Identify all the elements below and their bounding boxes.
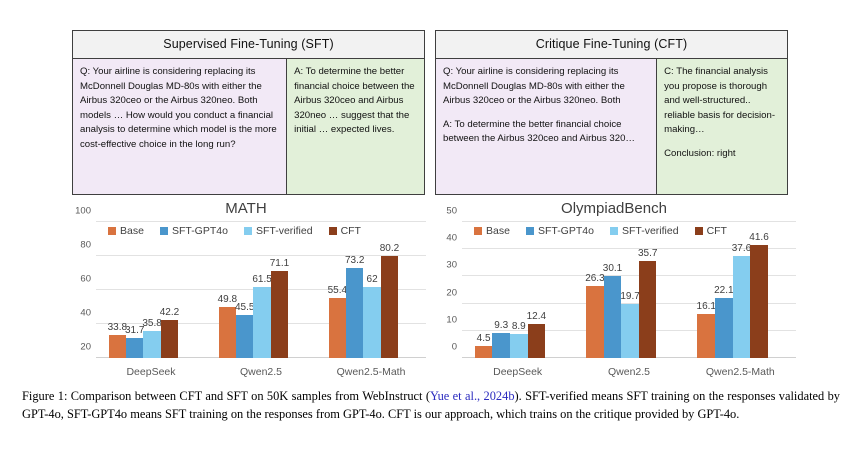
sft-box-body: Q: Your airline is considering replacing… bbox=[73, 59, 424, 194]
gridline bbox=[96, 255, 426, 256]
olympiadbench-plot-area: 0 10 20 30 40 50 4.5 9.3 8.9 12.4 DeepSeek 26.3 30.1… bbox=[446, 206, 796, 378]
gridline bbox=[462, 275, 796, 277]
cft-answer-text: A: To determine the better financial cho… bbox=[443, 118, 636, 145]
y-axis-tick-label: 30 bbox=[446, 259, 457, 271]
y-axis-tick-label: 100 bbox=[75, 205, 91, 217]
y-axis-tick-label: 20 bbox=[446, 287, 457, 299]
cft-question-text: Q: Your airline is considering replacing… bbox=[443, 66, 625, 107]
bar bbox=[270, 271, 289, 358]
bar bbox=[509, 333, 528, 358]
bar-value-label: 37.6 bbox=[731, 242, 752, 254]
bar bbox=[732, 255, 751, 358]
bar-value-label: 26.3 bbox=[585, 273, 605, 285]
x-axis-category-label: Qwen2.5 bbox=[239, 366, 283, 378]
x-axis-category-label: Qwen2.5 bbox=[607, 366, 651, 378]
y-axis-tick-label: 40 bbox=[80, 307, 91, 319]
bar-value-label: 62 bbox=[366, 273, 378, 285]
bar bbox=[108, 334, 127, 358]
olympiadbench-chart-title: OlympiadBench bbox=[561, 200, 667, 217]
bar-value-label: 42.2 bbox=[159, 307, 180, 319]
math-plot-area: 20 40 60 80 100 33.8 31.7 35.8 42.2 DeepSeek 49.8 4… bbox=[75, 206, 426, 378]
sft-box-header: Supervised Fine-Tuning (SFT) bbox=[73, 31, 424, 59]
bar-value-label: 45.5 bbox=[234, 301, 255, 313]
y-axis-tick-label: 80 bbox=[80, 239, 91, 251]
cft-critique-text: C: The financial analysis you propose is… bbox=[664, 66, 776, 136]
cft-box-header: Critique Fine-Tuning (CFT) bbox=[436, 31, 787, 59]
bar bbox=[253, 287, 271, 358]
bar-value-label: 80.2 bbox=[379, 242, 400, 254]
cft-example-box: Critique Fine-Tuning (CFT) Q: Your airli… bbox=[435, 30, 788, 195]
bar bbox=[143, 331, 161, 358]
bar bbox=[380, 255, 399, 358]
bar-value-label: 41.6 bbox=[749, 231, 769, 243]
cft-question-column: Q: Your airline is considering replacing… bbox=[436, 59, 658, 194]
bar bbox=[160, 320, 179, 358]
bar-value-label: 61.5 bbox=[252, 274, 272, 286]
examples-row: Supervised Fine-Tuning (SFT) Q: Your air… bbox=[72, 30, 788, 195]
x-axis-category-label: Qwen2.5-Math bbox=[336, 366, 406, 378]
bar bbox=[218, 307, 237, 358]
bar-value-label: 71.1 bbox=[269, 258, 290, 270]
bar-value-label: 49.8 bbox=[217, 294, 238, 306]
gridline bbox=[462, 248, 796, 250]
bar bbox=[236, 314, 254, 358]
bar bbox=[492, 332, 510, 358]
bar-value-label: 19.7 bbox=[620, 291, 640, 303]
y-axis-tick-label: 20 bbox=[80, 341, 91, 353]
gridline bbox=[462, 221, 796, 222]
cft-critique-column: C: The financial analysis you propose is… bbox=[657, 59, 787, 194]
x-axis-category-label: Qwen2.5-Math bbox=[705, 366, 775, 378]
bar bbox=[697, 314, 716, 358]
caption-text-after-citation: ). SFT-verified means SFT training on th… bbox=[22, 389, 840, 421]
bar-value-label: 9.3 bbox=[494, 319, 509, 331]
y-axis-tick-label: 0 bbox=[451, 341, 457, 353]
math-chart: MATH 20 40 60 80 100 33.8 31.7 35.8 42.2 DeepSeek… bbox=[62, 200, 430, 382]
olympiadbench-chart: OlympiadBench 0 10 20 30 40 50 4.5 9.3 8.9 12.4 De… bbox=[428, 200, 800, 382]
bar-value-label: 12.4 bbox=[526, 311, 547, 323]
bar bbox=[638, 260, 657, 358]
cft-box-body: Q: Your airline is considering replacing… bbox=[436, 59, 787, 194]
gridline bbox=[462, 302, 796, 304]
sft-question-text: Q: Your airline is considering replacing… bbox=[73, 59, 288, 194]
x-axis-category-label: DeepSeek bbox=[126, 366, 176, 378]
bar bbox=[328, 297, 347, 358]
y-axis-tick-label: 50 bbox=[446, 205, 457, 217]
bar bbox=[527, 324, 546, 358]
bar bbox=[621, 304, 639, 358]
sft-example-box: Supervised Fine-Tuning (SFT) Q: Your air… bbox=[72, 30, 425, 195]
x-axis-category-label: DeepSeek bbox=[493, 366, 543, 378]
bar-value-label: 73.2 bbox=[344, 254, 365, 266]
bar-value-label: 4.5 bbox=[476, 332, 491, 344]
cft-conclusion-text: Conclusion: right bbox=[664, 147, 736, 159]
bar-value-label: 55.4 bbox=[327, 284, 348, 296]
bar-value-label: 33.8 bbox=[107, 321, 128, 333]
bar-value-label: 31.7 bbox=[124, 325, 145, 337]
bar bbox=[363, 286, 381, 358]
bar bbox=[126, 338, 144, 358]
gridline bbox=[96, 221, 426, 222]
charts-row: MATH 20 40 60 80 100 33.8 31.7 35.8 42.2 DeepSeek… bbox=[0, 200, 860, 382]
bar bbox=[715, 297, 733, 358]
y-axis-tick-label: 10 bbox=[446, 314, 457, 326]
math-chart-title: MATH bbox=[225, 200, 267, 217]
bar bbox=[750, 244, 768, 358]
bar-value-label: 22.1 bbox=[714, 284, 734, 296]
bar bbox=[586, 286, 604, 358]
caption-text-before-citation: Figure 1: Comparison between CFT and SFT… bbox=[22, 389, 430, 403]
bar bbox=[346, 267, 364, 358]
bar-value-label: 8.9 bbox=[511, 320, 526, 332]
bar bbox=[603, 276, 622, 358]
caption-citation-link[interactable]: Yue et al., 2024b bbox=[430, 389, 515, 403]
bar-value-label: 35.7 bbox=[637, 247, 658, 259]
cft-critique-spacer bbox=[664, 138, 780, 147]
bar bbox=[474, 345, 493, 358]
y-axis-tick-label: 40 bbox=[446, 232, 457, 244]
cft-question-spacer bbox=[443, 109, 649, 118]
y-axis-tick-label: 60 bbox=[80, 273, 91, 285]
bar-value-label: 35.8 bbox=[142, 318, 162, 330]
bar-value-label: 30.1 bbox=[602, 263, 623, 275]
bar-value-label: 16.1 bbox=[696, 301, 716, 313]
sft-answer-text: A: To determine the better financial cho… bbox=[287, 59, 424, 194]
figure-caption: Figure 1: Comparison between CFT and SFT… bbox=[22, 388, 840, 423]
